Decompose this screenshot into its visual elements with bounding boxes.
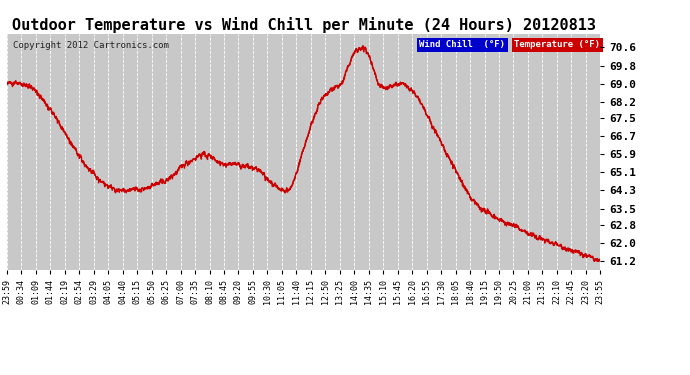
Text: Wind Chill  (°F): Wind Chill (°F) <box>420 40 505 50</box>
Text: Copyright 2012 Cartronics.com: Copyright 2012 Cartronics.com <box>13 41 169 50</box>
Title: Outdoor Temperature vs Wind Chill per Minute (24 Hours) 20120813: Outdoor Temperature vs Wind Chill per Mi… <box>12 16 595 33</box>
Text: Temperature (°F): Temperature (°F) <box>514 40 600 50</box>
